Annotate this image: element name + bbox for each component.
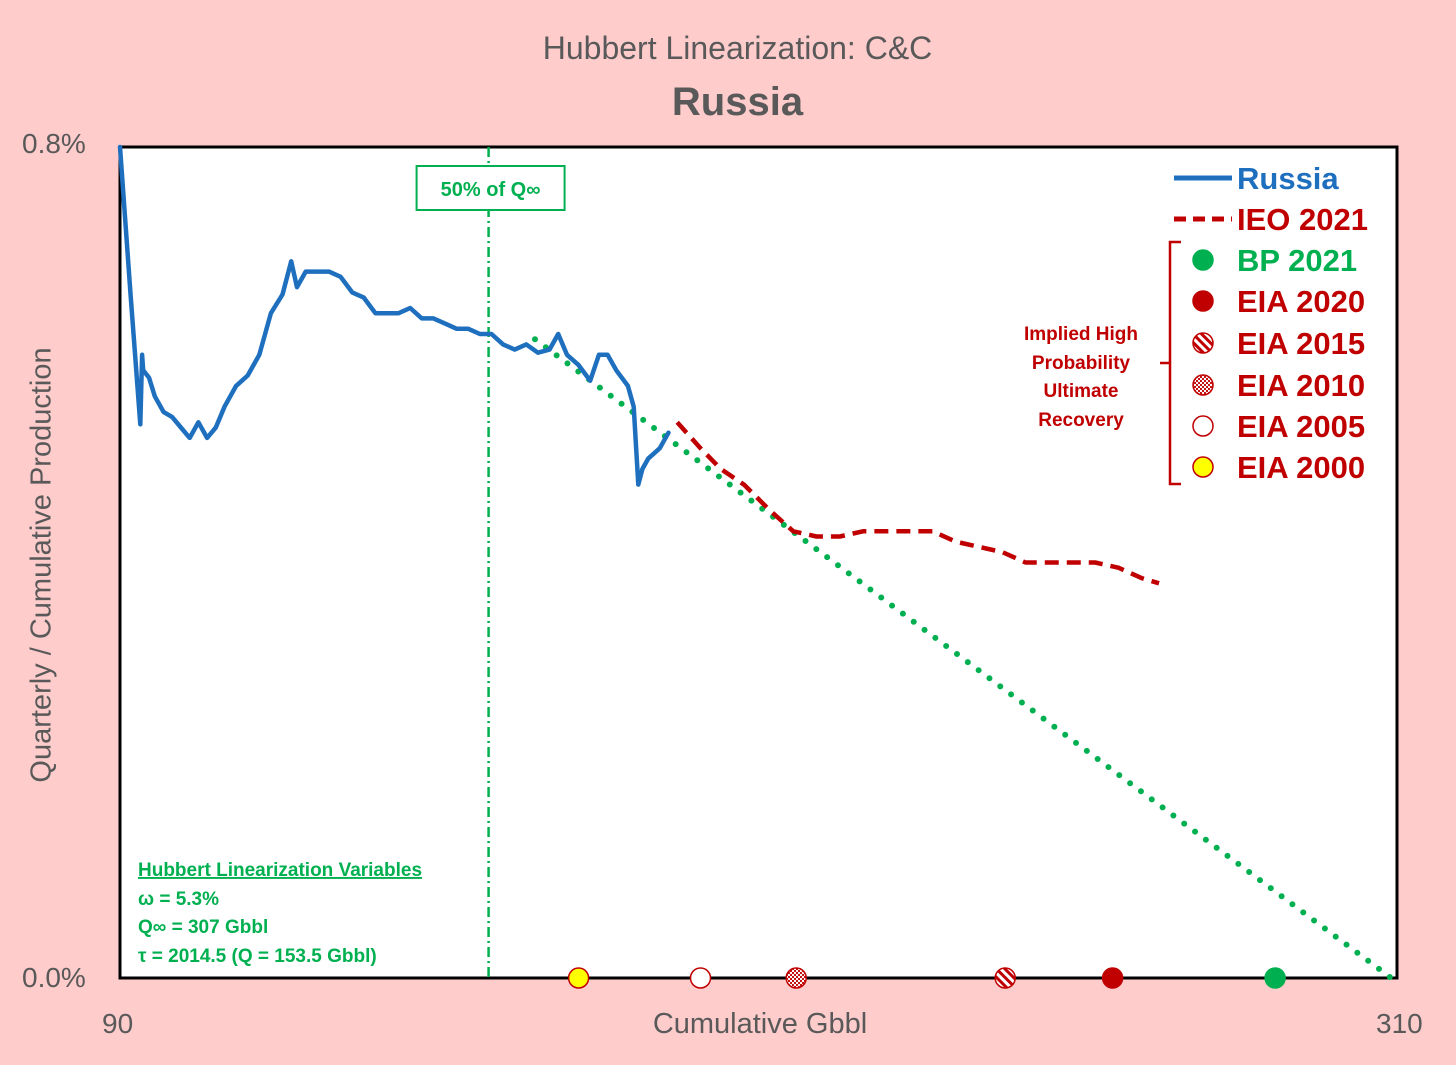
series-line-ieo-2021 <box>675 420 1160 586</box>
series-line-hubbert-linear-fit <box>532 336 1395 981</box>
variables-heading: Hubbert Linearization Variables <box>138 860 422 881</box>
variables-box: Hubbert Linearization Variables ω = 5.3%… <box>138 860 422 967</box>
plot-area <box>118 145 1399 980</box>
variable-omega: ω = 5.3% <box>138 889 219 910</box>
legend-label-eia2005: EIA 2005 <box>1237 409 1365 444</box>
marker-eia-2010 <box>785 967 807 989</box>
recovery-annotation-line-1: Implied High <box>1024 324 1138 345</box>
chart-subtitle: Russia <box>671 80 804 124</box>
legend: Russia IEO 2021 BP 2021 EIA 2020 EIA 201… <box>1160 161 1368 486</box>
marker-bp-2021 <box>1264 967 1286 989</box>
marker-eia-2020 <box>1101 967 1124 989</box>
y-tick-label-bottom: 0.0% <box>22 962 86 993</box>
marker-eia-2005 <box>689 967 712 989</box>
marker-layer <box>567 967 1286 989</box>
fifty-percent-label-box <box>415 165 566 211</box>
y-tick-label-top: 0.8% <box>22 128 86 159</box>
recovery-annotation-line-3: Ultimate <box>1044 381 1119 402</box>
legend-marker-eia2020 <box>1192 290 1214 312</box>
legend-label-eia2010: EIA 2010 <box>1237 368 1365 403</box>
legend-label-bp2021: BP 2021 <box>1237 243 1357 278</box>
variable-tau: τ = 2014.5 (Q = 153.5 Gbbl) <box>138 946 377 967</box>
x-tick-label-right: 310 <box>1376 1008 1423 1039</box>
legend-marker-eia2000 <box>1192 456 1214 478</box>
series-layer <box>117 144 1395 981</box>
legend-label-eia2020: EIA 2020 <box>1237 284 1365 319</box>
marker-eia-2015 <box>994 967 1016 989</box>
x-axis-label: Cumulative Gbbl <box>652 1008 868 1040</box>
legend-bracket <box>1160 240 1181 486</box>
fifty-percent-label: 50% of Q∞ <box>441 179 541 201</box>
legend-marker-bp2021 <box>1192 249 1214 271</box>
recovery-annotation-line-2: Probability <box>1032 353 1131 374</box>
legend-label-eia2015: EIA 2015 <box>1237 326 1365 361</box>
legend-marker-eia2015 <box>1192 332 1214 354</box>
marker-eia-2000 <box>567 967 590 989</box>
legend-label-eia2000: EIA 2000 <box>1237 450 1365 485</box>
legend-marker-eia2010 <box>1192 374 1214 396</box>
legend-label-russia: Russia <box>1237 161 1339 196</box>
fifty-percent-marker: 50% of Q∞ <box>415 147 566 978</box>
recovery-annotation-line-4: Recovery <box>1038 410 1124 431</box>
chart-title: Hubbert Linearization: C&C <box>542 30 933 66</box>
legend-label-ieo2021: IEO 2021 <box>1237 202 1368 237</box>
legend-marker-eia2005 <box>1192 415 1214 437</box>
recovery-annotation: Implied High Probability Ultimate Recove… <box>1024 324 1138 431</box>
x-tick-label-left: 90 <box>102 1008 134 1039</box>
variable-q-infinity: Q∞ = 307 Gbbl <box>138 917 268 938</box>
series-line-russia <box>117 144 671 487</box>
